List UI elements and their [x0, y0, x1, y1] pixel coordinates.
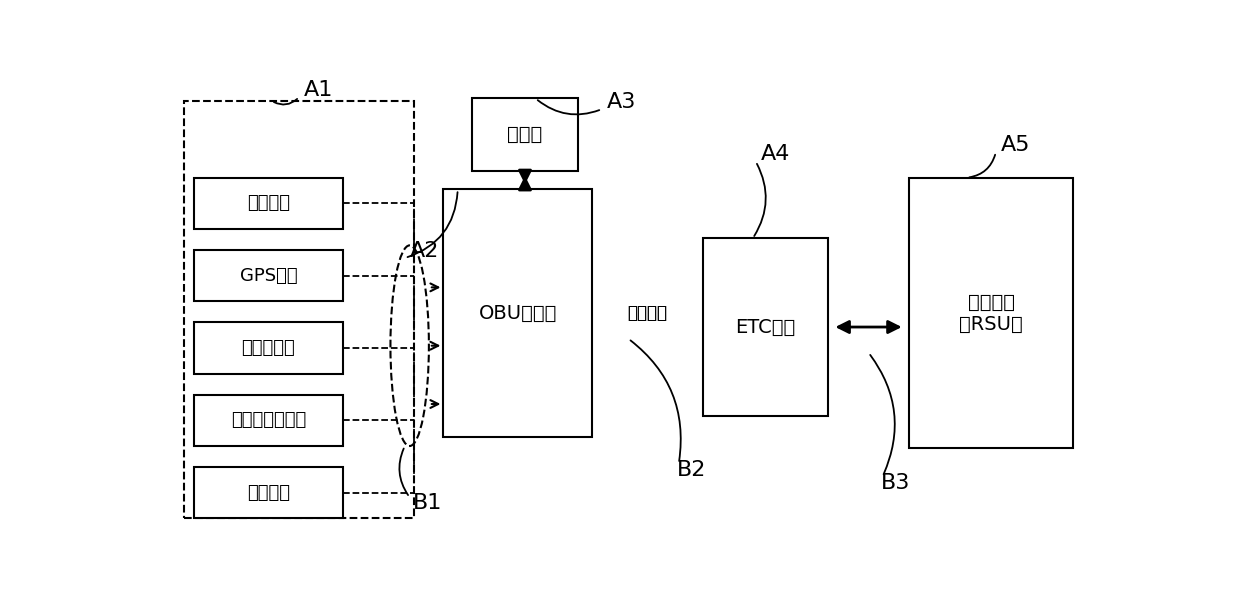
Text: 路侧单元
（RSU）: 路侧单元 （RSU）	[960, 293, 1023, 333]
Text: GPS模块: GPS模块	[239, 267, 298, 285]
Text: A4: A4	[760, 144, 790, 164]
Bar	[472, 98, 578, 171]
Bar	[595, 287, 701, 339]
Bar	[444, 189, 593, 437]
Text: 存储卡或电源线: 存储卡或电源线	[231, 411, 306, 430]
Bar	[193, 250, 343, 301]
Bar	[909, 178, 1073, 448]
Text: 其它外设: 其它外设	[247, 484, 290, 502]
Bar	[193, 467, 343, 518]
Text: 存储器: 存储器	[507, 125, 543, 144]
Text: OBU控制器: OBU控制器	[479, 304, 557, 322]
Text: 通信总线: 通信总线	[627, 304, 667, 322]
Text: A5: A5	[1001, 135, 1030, 155]
Bar	[193, 395, 343, 446]
Text: A1: A1	[304, 80, 334, 100]
Text: B1: B1	[413, 493, 441, 513]
Bar	[193, 322, 343, 374]
Text: B3: B3	[880, 473, 910, 493]
Text: A2: A2	[409, 241, 439, 261]
Text: 行车记录仪: 行车记录仪	[242, 339, 295, 357]
Text: 移动终端: 移动终端	[247, 195, 290, 212]
Text: A3: A3	[606, 92, 636, 112]
Text: B2: B2	[677, 461, 707, 481]
Bar	[184, 101, 414, 518]
Text: ETC模块: ETC模块	[735, 318, 795, 336]
Bar	[703, 238, 828, 416]
Text: 通信总线: 通信总线	[627, 304, 667, 322]
Bar	[193, 178, 343, 229]
